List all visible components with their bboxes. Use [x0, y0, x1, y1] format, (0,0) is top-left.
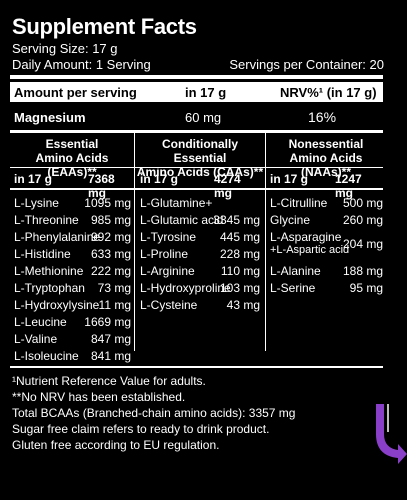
divider-thick	[10, 75, 383, 79]
amino-value: 228 mg	[219, 247, 260, 261]
amino-value: 95 mg	[349, 281, 383, 295]
naa-title-line2: Amino Acids (NAAs)**	[289, 151, 363, 179]
amino-name: L-Alanine	[270, 264, 321, 278]
magnesium-label: Magnesium	[14, 110, 86, 125]
caa-title-line2: Amino Acids (CAAs)**	[136, 165, 264, 179]
caa-sub-total: 4274 mg	[214, 172, 241, 200]
amount-per-serving-label: Amount per serving	[14, 85, 137, 100]
amino-name: L-Glutamic acid	[140, 213, 224, 227]
column-separator	[134, 132, 135, 351]
caa-header: Conditionally Essential Amino Acids (CAA…	[135, 137, 265, 179]
amino-value: 222 mg	[90, 264, 131, 278]
servings-per-container: Servings per Container: 20	[229, 57, 384, 72]
panel-title: Supplement Facts	[12, 14, 197, 39]
serving-size: Serving Size: 17 g	[12, 41, 118, 56]
amino-name: L-Arginine	[140, 264, 195, 278]
amino-name: L-Hydroxylysine	[14, 298, 100, 312]
amino-value: 3345 mg	[213, 213, 260, 227]
amino-name: L-Citrulline	[270, 196, 328, 210]
amino-name: L-Tryptophan	[14, 281, 85, 295]
eaa-title-line2: Amino Acids (EAAs)**	[35, 151, 109, 179]
caa-title-line1: Conditionally Essential	[162, 137, 238, 165]
eaa-title-line1: Essential	[45, 137, 99, 151]
amino-value: 633 mg	[90, 247, 131, 261]
column-separator	[265, 132, 266, 351]
amino-value: 1669 mg	[84, 315, 131, 329]
amino-value: 43 mg	[226, 298, 260, 312]
amino-name: L-Glutamine+	[140, 196, 213, 210]
amino-name: L-Serine	[270, 281, 316, 295]
divider-mid	[10, 130, 383, 133]
amino-name: L-Methionine	[14, 264, 84, 278]
divider-bottom	[10, 366, 383, 368]
naa-title-line1: Nonessential	[288, 137, 364, 151]
amino-value: 188 mg	[342, 264, 383, 278]
amino-name: L-Phenylalanine	[14, 230, 101, 244]
caa-subheader: in 17 g 4274 mg	[140, 172, 241, 200]
amino-value: 985 mg	[90, 213, 131, 227]
amino-name: L-Tyrosine	[140, 230, 197, 244]
footnote-gluten: Gluten free according to EU regulation.	[12, 438, 220, 452]
amino-value: 11 mg	[98, 298, 131, 312]
amino-value: 260 mg	[342, 213, 383, 227]
amount-header-row: Amount per serving in 17 g NRV%¹ (in 17 …	[10, 82, 383, 102]
footnote-no-nrv: **No NRV has been established.	[12, 390, 186, 404]
amino-name: L-Valine	[14, 332, 58, 346]
eaa-subheader: in 17 g 7368 mg	[14, 172, 115, 200]
nrv-label: NRV%¹ (in 17 g)	[280, 85, 377, 100]
amino-name: L-Hydroxyproline	[140, 281, 231, 295]
eaa-sub-in: in 17 g	[14, 172, 53, 186]
amino-value: 992 mg	[90, 230, 131, 244]
amino-name: L-Cysteine	[140, 298, 198, 312]
amino-name: L-Histidine	[14, 247, 71, 261]
amino-name: L-Leucine	[14, 315, 67, 329]
eaa-header: Essential Amino Acids (EAAs)**	[10, 137, 134, 179]
caa-sub-in: in 17 g	[140, 172, 179, 186]
amino-name: L-Threonine	[14, 213, 79, 227]
amino-name: L-Lysine	[14, 196, 59, 210]
amino-name-line2: +L-Aspartic acid	[270, 244, 350, 256]
naa-sub-in: in 17 g	[270, 172, 309, 186]
amino-value: 445 mg	[219, 230, 260, 244]
amino-value: 73 mg	[97, 281, 131, 295]
footnote-bcaa: Total BCAAs (Branched-chain amino acids)…	[12, 406, 296, 420]
amino-value: 1095 mg	[84, 196, 131, 210]
amino-value: 847 mg	[90, 332, 131, 346]
naa-header: Nonessential Amino Acids (NAAs)**	[266, 137, 386, 179]
amino-name: L-Isoleucine	[14, 349, 79, 363]
amino-value: 103 mg	[219, 281, 260, 295]
arrow-icon	[376, 404, 407, 464]
amino-name: Glycine	[270, 213, 311, 227]
amino-name: L-Proline	[140, 247, 189, 261]
magnesium-amount: 60 mg	[185, 110, 222, 125]
naa-subheader: in 17 g 1247 mg	[270, 172, 362, 200]
footnote-nrv: ¹Nutrient Reference Value for adults.	[12, 374, 206, 388]
amino-value: 500 mg	[342, 196, 383, 210]
amino-name: L-Asparagine	[270, 230, 342, 244]
amino-value: 204 mg	[342, 237, 383, 251]
divider-sub	[10, 188, 383, 190]
daily-amount: Daily Amount: 1 Serving	[12, 57, 151, 72]
amino-value: 841 mg	[90, 349, 131, 363]
footnote-sugar: Sugar free claim refers to ready to drin…	[12, 422, 270, 436]
amount-in-label: in 17 g	[185, 85, 227, 100]
magnesium-nrv: 16%	[308, 109, 337, 125]
amino-value: 110 mg	[220, 264, 260, 278]
divider-thin	[10, 167, 383, 168]
